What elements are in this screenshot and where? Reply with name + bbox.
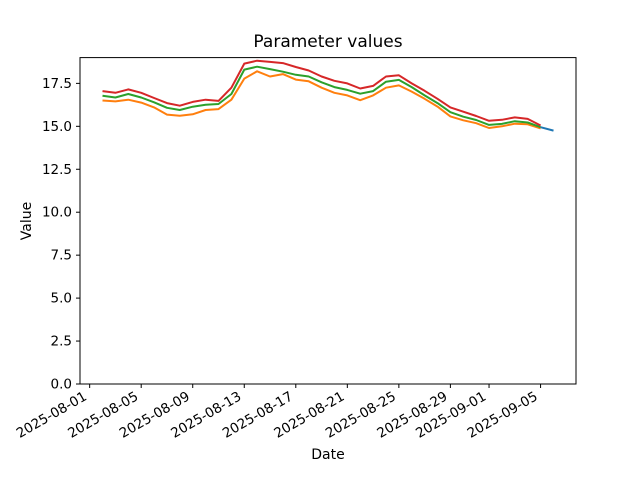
y-tick-label: 7.5: [51, 248, 72, 264]
x-axis-label: Date: [311, 447, 345, 463]
y-tick-label: 0.0: [51, 377, 72, 393]
plot-border: [79, 57, 577, 385]
series-line-blue: [540, 126, 554, 132]
y-tick-label: 15.0: [42, 119, 72, 135]
series-line-red: [102, 59, 542, 127]
chart-title: Parameter values: [253, 32, 403, 52]
series-line-green: [102, 65, 541, 129]
y-tick-label: 17.5: [42, 76, 72, 92]
y-tick-label: 2.5: [51, 334, 72, 350]
y-tick-label: 5.0: [51, 291, 72, 307]
series-line-orange: [102, 70, 541, 130]
y-tick-label: 12.5: [42, 162, 72, 178]
y-tick-label: 10.0: [42, 205, 72, 221]
y-axis-label: Value: [19, 201, 35, 241]
